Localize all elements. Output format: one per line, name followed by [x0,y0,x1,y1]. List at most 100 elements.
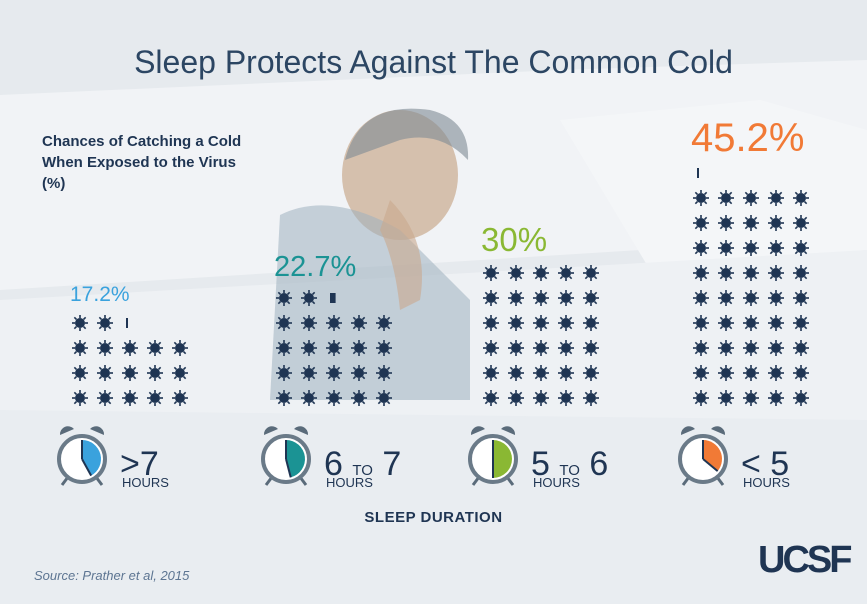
data-label: 22.7% [274,251,356,283]
virus-icon [301,340,317,356]
virus-icon [533,265,549,281]
virus-icon [693,215,709,231]
virus-icon [743,390,759,406]
hours-unit-label: HOURS [122,475,169,490]
virus-icon [558,390,574,406]
virus-icon [351,340,367,356]
virus-icon [533,315,549,331]
virus-icon [72,315,88,331]
virus-icon [483,365,499,381]
sleep-range-label: 6 TO 7 [324,445,401,483]
virus-icon [583,340,599,356]
virus-icon [326,390,342,406]
virus-icon [351,365,367,381]
alarm-clock-icon [468,426,518,486]
virus-icon [558,315,574,331]
virus-icon [693,265,709,281]
virus-icon [743,265,759,281]
virus-icon [793,215,809,231]
virus-icon [768,265,784,281]
virus-icon [72,340,88,356]
ucsf-logo: UCSF [758,539,852,581]
y-axis-label: Chances of Catching a Cold When Exposed … [42,133,242,192]
data-label: 45.2% [691,116,804,160]
virus-icon [793,290,809,306]
virus-icon [718,290,734,306]
virus-icon [276,290,292,306]
virus-icon [768,290,784,306]
virus-icon [122,365,138,381]
virus-icon [693,340,709,356]
virus-icon [533,365,549,381]
virus-icon [768,215,784,231]
virus-icon [326,365,342,381]
virus-icon [172,365,188,381]
virus-icon [172,340,188,356]
virus-icon [276,390,292,406]
virus-icon [583,390,599,406]
virus-icon [122,340,138,356]
sleep-range-label: >7 [120,445,159,483]
virus-icon [743,190,759,206]
virus-icon [508,265,524,281]
alarm-clock-icon [261,426,311,486]
virus-icon [743,240,759,256]
virus-icon [508,365,524,381]
virus-icon [583,315,599,331]
virus-icon [97,365,113,381]
virus-icon [301,290,317,306]
virus-icon [147,390,163,406]
virus-icon [583,290,599,306]
virus-icon [172,390,188,406]
alarm-clock-icon [678,426,728,486]
x-axis-label: SLEEP DURATION [364,509,503,526]
virus-icon [326,340,342,356]
virus-icon [793,340,809,356]
virus-icon [693,290,709,306]
sleep-range-label: < 5 [741,445,789,483]
virus-icon [508,340,524,356]
virus-icon [483,315,499,331]
virus-icon [147,365,163,381]
virus-icon [718,215,734,231]
virus-icon [72,365,88,381]
virus-icon [558,290,574,306]
virus-icon [768,340,784,356]
virus-icon [147,340,163,356]
virus-icon [718,340,734,356]
virus-icon [301,390,317,406]
virus-icon [533,340,549,356]
virus-icon [768,240,784,256]
alarm-clock-icon [57,426,107,486]
virus-icon [793,365,809,381]
virus-icon [718,190,734,206]
virus-icon [483,390,499,406]
virus-icon [122,390,138,406]
virus-icon [276,365,292,381]
virus-icon [718,315,734,331]
virus-partial-icon [697,168,699,178]
virus-icon [793,240,809,256]
virus-icon [793,190,809,206]
virus-icon [693,365,709,381]
virus-icon [743,315,759,331]
virus-icon [558,265,574,281]
chart-title: Sleep Protects Against The Common Cold [134,44,733,80]
virus-icon [97,315,113,331]
virus-icon [351,315,367,331]
hours-unit-label: HOURS [743,475,790,490]
virus-icon [97,390,113,406]
virus-icon [768,365,784,381]
virus-icon [693,315,709,331]
virus-icon [693,190,709,206]
virus-icon [276,340,292,356]
virus-icon [351,390,367,406]
hours-unit-label: HOURS [326,475,373,490]
virus-icon [718,365,734,381]
virus-icon [533,290,549,306]
virus-icon [768,315,784,331]
virus-icon [301,315,317,331]
virus-icon [718,265,734,281]
